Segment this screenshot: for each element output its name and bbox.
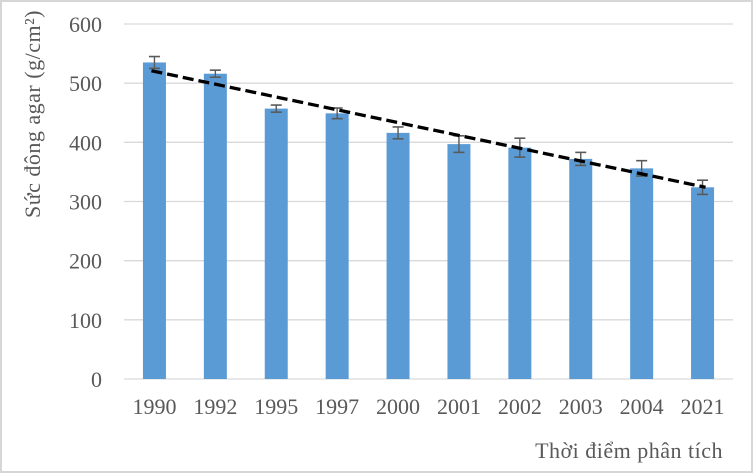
bar <box>508 147 532 379</box>
x-tick-label: 1995 <box>254 394 298 419</box>
x-tick-label: 2002 <box>498 394 542 419</box>
x-axis-title: Thời điểm phân tích <box>535 438 723 463</box>
x-tick-label: 2003 <box>559 394 603 419</box>
x-tick-label: 2004 <box>620 394 664 419</box>
x-tick-label: 1997 <box>315 394 359 419</box>
bar <box>264 108 288 379</box>
x-tick-label: 2021 <box>681 394 725 419</box>
bar <box>386 132 410 379</box>
x-tick-label: 2001 <box>437 394 481 419</box>
bar <box>630 168 654 379</box>
y-tick-label: 400 <box>69 130 102 155</box>
bar <box>142 62 166 379</box>
y-tick-label: 600 <box>69 12 102 37</box>
y-tick-label: 0 <box>91 367 102 392</box>
x-tick-label: 2000 <box>376 394 420 419</box>
y-tick-label: 100 <box>69 308 102 333</box>
y-tick-label: 500 <box>69 71 102 96</box>
x-tick-label: 1990 <box>132 394 176 419</box>
y-tick-label: 200 <box>69 249 102 274</box>
trendline <box>151 69 706 189</box>
bar <box>325 113 349 379</box>
bar <box>203 73 227 379</box>
bar <box>691 187 715 379</box>
x-tick-label: 1992 <box>193 394 237 419</box>
bar <box>447 144 471 379</box>
bar <box>569 158 593 379</box>
y-tick-label: 300 <box>69 190 102 215</box>
